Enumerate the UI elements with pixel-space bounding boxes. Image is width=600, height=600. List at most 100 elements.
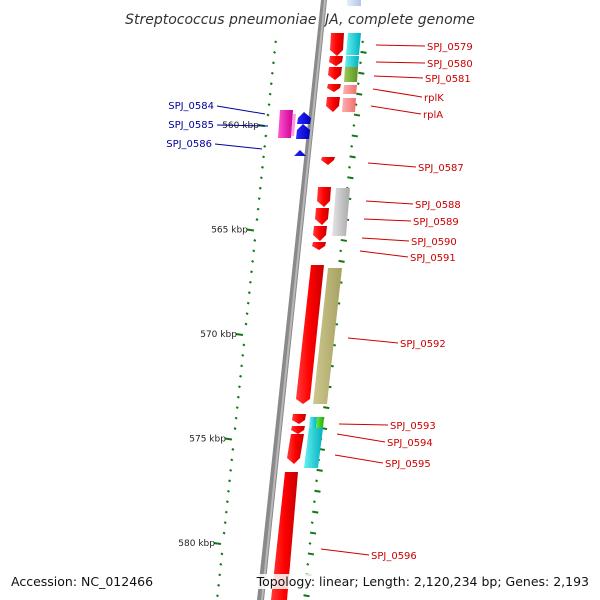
gene-arrow-rplK[interactable] — [327, 84, 341, 92]
minor-tick-right — [316, 468, 323, 472]
minor-tick-right — [314, 489, 321, 493]
annotation-bar-0584 — [278, 110, 293, 138]
major-tick-left — [224, 437, 233, 441]
gene-arrow-spj-0589[interactable] — [315, 208, 329, 225]
gene-label-spj-0588[interactable]: SPJ_0588 — [415, 200, 461, 211]
gene-label-spj-0589[interactable]: SPJ_0589 — [413, 217, 459, 228]
minor-tick-right — [315, 479, 319, 483]
gene-arrow-spj-0588[interactable] — [317, 187, 331, 207]
minor-tick-left — [228, 479, 232, 483]
minor-tick-right — [353, 113, 361, 117]
minor-tick-left — [270, 71, 274, 75]
gene-arrow-spj-0592[interactable] — [296, 265, 324, 404]
gene-arrow-spj-0581[interactable] — [328, 67, 342, 80]
leader-spj-0594 — [336, 433, 386, 443]
minor-tick-left — [251, 259, 255, 263]
minor-tick-right — [361, 40, 365, 44]
gene-arrow-spj-0591[interactable] — [312, 242, 326, 250]
annotation-bar-0593b — [316, 417, 324, 428]
annotation-tracks — [278, 0, 361, 468]
gene-arrow-spj-0587[interactable] — [321, 157, 335, 165]
minor-tick-left — [222, 531, 226, 535]
annotation-bar-rplK — [343, 85, 357, 94]
gene-label-spj-0584[interactable]: SPJ_0584 — [168, 101, 214, 112]
gene-label-spj-0579[interactable]: SPJ_0579 — [427, 42, 473, 53]
leader-rplK — [372, 88, 423, 98]
minor-tick-left — [253, 239, 257, 242]
leader-spj-0580 — [375, 61, 426, 64]
top-continuation-bar — [347, 0, 361, 6]
minor-tick-left — [235, 406, 239, 410]
gene-arrow-spj-0585[interactable] — [296, 124, 310, 139]
genome-backbone — [257, 0, 327, 600]
gene-arrow-spj-0596[interactable] — [271, 472, 298, 600]
leader-spj-0579 — [375, 44, 426, 47]
minor-tick-left — [242, 343, 246, 347]
gene-label-spj-0580[interactable]: SPJ_0580 — [427, 59, 473, 70]
minor-tick-left — [219, 563, 223, 566]
minor-tick-right — [309, 531, 317, 535]
leader-spj-0596 — [320, 548, 370, 556]
gene-label-spj-0591[interactable]: SPJ_0591 — [410, 253, 456, 264]
scale-axis-labels: 560 kbp 565 kbp 570 kbp 575 kbp 580 kbp — [178, 121, 259, 549]
leader-spj-0591 — [359, 250, 409, 258]
gene-label-spj-0592[interactable]: SPJ_0592 — [400, 339, 446, 350]
gene-labels: SPJ_0579 SPJ_0580 SPJ_0581 rplK rplA SPJ… — [166, 42, 473, 562]
minor-tick-right — [359, 61, 362, 65]
gene-label-spj-0585[interactable]: SPJ_0585 — [168, 120, 214, 131]
leader-spj-0587 — [367, 162, 417, 168]
minor-tick-right — [348, 165, 351, 169]
gene-label-spj-0581[interactable]: SPJ_0581 — [425, 74, 471, 85]
minor-tick-left — [231, 448, 235, 451]
annotation-bar-0579 — [346, 33, 361, 55]
minor-tick-right — [356, 92, 363, 96]
gene-arrow-spj-0594[interactable] — [291, 426, 305, 434]
gene-arrow-spj-0579[interactable] — [330, 33, 344, 56]
minor-tick-left — [259, 176, 263, 180]
minor-tick-left — [225, 500, 229, 504]
leader-rplA — [370, 105, 422, 115]
annotation-bar-0580 — [345, 56, 359, 67]
gene-arrow-spj-0584[interactable] — [297, 112, 311, 124]
gene-label-rplK[interactable]: rplK — [424, 93, 444, 104]
gene-arrow-spj-0580[interactable] — [329, 56, 343, 66]
gene-arrow-spj-0595[interactable] — [287, 434, 304, 464]
minor-tick-left — [263, 145, 267, 148]
minor-tick-left — [255, 218, 259, 221]
minor-tick-right — [352, 124, 356, 127]
annotation-bar-0581 — [344, 67, 358, 82]
gene-label-spj-0595[interactable]: SPJ_0595 — [385, 459, 431, 470]
gene-label-spj-0587[interactable]: SPJ_0587 — [418, 163, 464, 174]
major-tick-left — [246, 228, 255, 232]
gene-arrow-spj-0593[interactable] — [292, 414, 306, 424]
minor-tick-right — [339, 249, 343, 253]
minor-tick-right — [349, 155, 356, 159]
gene-label-spj-0590[interactable]: SPJ_0590 — [411, 237, 457, 248]
minor-tick-left — [261, 165, 264, 169]
leader-spj-0595 — [334, 454, 384, 464]
gene-label-rplA[interactable]: rplA — [423, 110, 443, 121]
annotation-bar-0593 — [309, 417, 317, 428]
gene-label-spj-0593[interactable]: SPJ_0593 — [390, 421, 436, 432]
leader-spj-0581 — [373, 75, 424, 79]
gene-arrow-spj-0590[interactable] — [313, 226, 327, 241]
leader-spj-0585 — [216, 124, 269, 127]
minor-tick-right — [310, 521, 314, 524]
minor-tick-right — [312, 510, 319, 514]
gene-label-spj-0596[interactable]: SPJ_0596 — [371, 551, 417, 562]
minor-tick-left — [244, 322, 248, 326]
minor-tick-left — [220, 552, 224, 556]
gene-label-spj-0586[interactable]: SPJ_0586 — [166, 139, 212, 150]
annotation-bar-0595 — [304, 428, 323, 468]
gene-arrow-rplA[interactable] — [326, 97, 340, 112]
minor-tick-left — [216, 594, 219, 598]
minor-tick-left — [268, 92, 272, 96]
gene-arrow-spj-0586[interactable] — [294, 150, 306, 156]
minor-tick-left — [241, 354, 245, 357]
backbone-highlight — [261, 0, 326, 600]
minor-tick-left — [223, 521, 227, 524]
accession-text: Accession: NC_012466 — [9, 574, 156, 589]
gene-label-spj-0594[interactable]: SPJ_0594 — [387, 438, 433, 449]
minor-tick-left — [258, 186, 262, 190]
